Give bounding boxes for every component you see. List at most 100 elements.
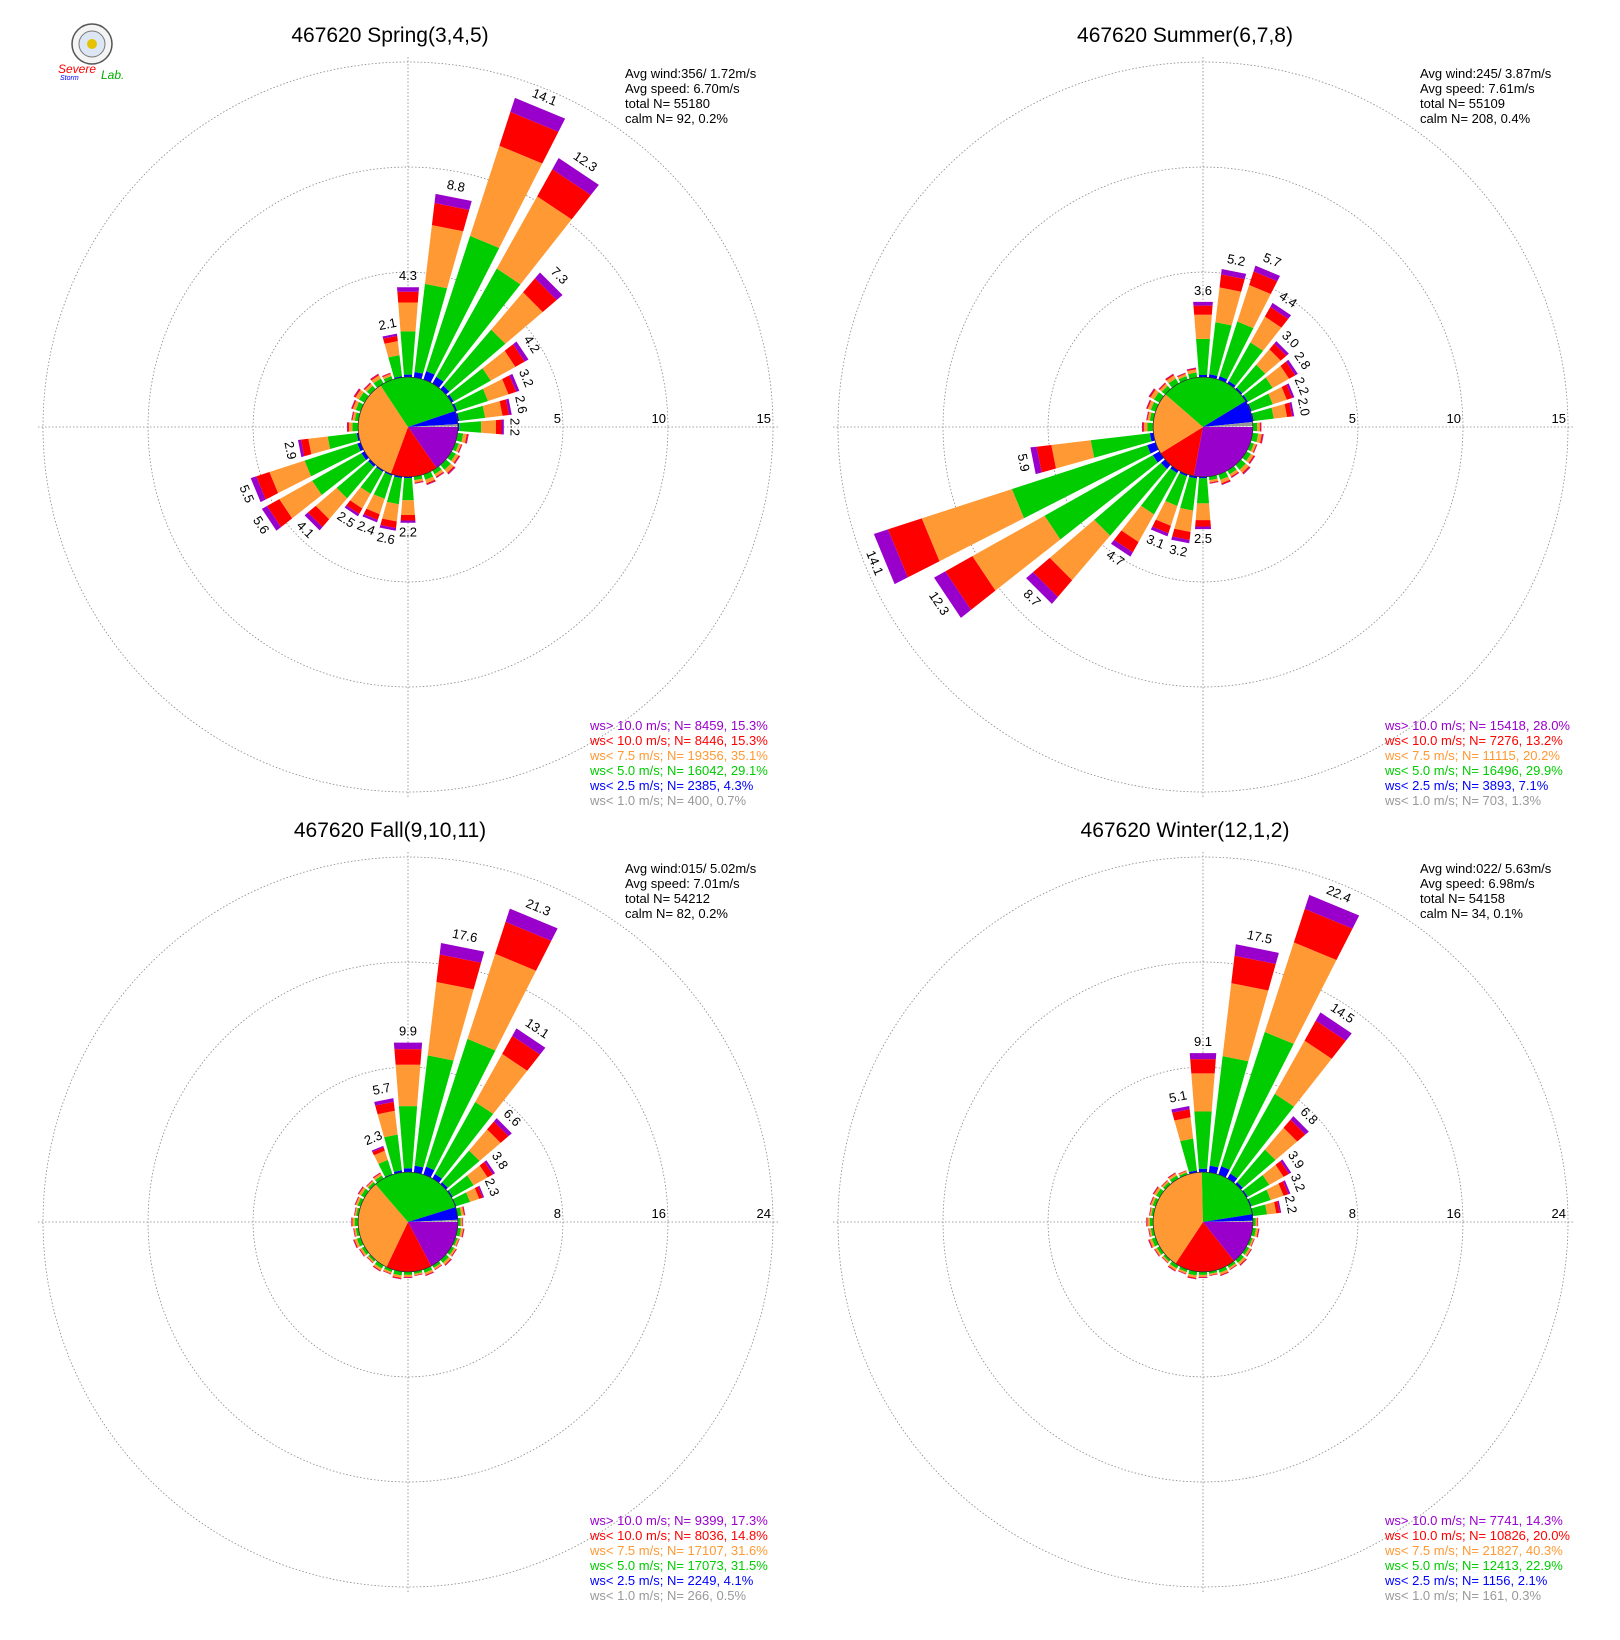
bar-segment — [370, 373, 379, 380]
bar-segment — [1209, 1273, 1218, 1276]
bar-segment — [1149, 1207, 1153, 1216]
bar-segment — [1209, 1056, 1249, 1168]
bar-segment — [440, 1254, 449, 1263]
bar-segment — [1278, 1181, 1289, 1196]
bar-segment — [452, 1237, 458, 1246]
bar-segment — [351, 1217, 353, 1227]
bar-segment — [454, 456, 461, 465]
grid-ring — [942, 961, 1464, 1483]
stat-line: Avg wind:015/ 5.02m/s — [625, 861, 757, 876]
bar-segment — [1187, 1273, 1197, 1279]
bar-segment — [1269, 343, 1287, 361]
ring-label: 10 — [1446, 411, 1460, 426]
bar-segment — [1219, 321, 1254, 380]
bar-segment — [359, 1247, 367, 1257]
bar-segment — [1149, 1217, 1154, 1227]
bar-segment — [1152, 1186, 1159, 1195]
stat-line: Avg speed: 6.98m/s — [1420, 876, 1535, 891]
bar-segment — [424, 225, 464, 289]
bar-segment — [451, 453, 459, 464]
legend-entry: ws< 10.0 m/s; N= 10826, 20.0% — [1384, 1528, 1570, 1543]
bar-segment — [1246, 1249, 1252, 1257]
bar-segment — [353, 1228, 356, 1238]
bar-segment — [354, 1207, 357, 1216]
bar-segment — [392, 1277, 402, 1280]
bar-segment — [366, 385, 376, 395]
ring-label: 8 — [554, 1206, 561, 1221]
calm-pie-slice — [408, 1219, 458, 1222]
bar-segment — [1247, 442, 1255, 452]
bar-segment — [356, 432, 360, 442]
bar-segment — [1237, 285, 1271, 329]
bar-segment — [1229, 469, 1239, 477]
bar-segment — [1167, 1172, 1176, 1178]
bar-segment — [382, 333, 398, 339]
bar-segment — [355, 389, 364, 400]
bar-segment — [1246, 1248, 1252, 1257]
bar-segment — [1243, 377, 1273, 402]
bar-segment — [1148, 1239, 1152, 1249]
bar-segment — [269, 460, 312, 494]
calm-pie-outline — [1152, 1171, 1254, 1273]
bar-segment — [423, 1266, 433, 1273]
bar-segment — [1198, 1274, 1208, 1277]
bar-segment — [1140, 468, 1178, 515]
bar-segment — [1247, 1237, 1253, 1246]
bar-segment — [367, 1255, 375, 1263]
calm-pie-slice — [408, 424, 458, 427]
bar-segment — [1271, 403, 1288, 419]
bar-segment — [1304, 1020, 1346, 1059]
bar-segment — [425, 1272, 434, 1277]
bar-segment — [1218, 1266, 1228, 1273]
bar-segment — [383, 1270, 392, 1275]
bar-segment — [357, 1197, 364, 1207]
bar-segment — [482, 401, 503, 418]
bar-segment — [1250, 316, 1282, 351]
legend-entry: ws< 5.0 m/s; N= 17073, 31.5% — [589, 1558, 768, 1573]
bar-segment — [491, 292, 543, 344]
calm-pie-slice — [1203, 1214, 1253, 1222]
bar-segment — [432, 1261, 441, 1268]
bar-segment — [400, 514, 416, 521]
bar-segment — [373, 378, 384, 388]
bar-segment — [1030, 446, 1042, 475]
bar-segment — [346, 500, 363, 515]
bar-segment — [459, 1228, 464, 1238]
calm-pie-slice — [408, 410, 458, 427]
bar-segment — [423, 1166, 435, 1178]
bar-segment — [1152, 1197, 1159, 1207]
panel-title: 467620 Spring(3,4,5) — [291, 24, 488, 47]
bar-segment — [403, 1271, 413, 1275]
bar-segment — [1044, 455, 1158, 540]
bar-segment — [1169, 1175, 1179, 1183]
bar-segment — [448, 1175, 474, 1197]
ring-label: 16 — [651, 1206, 665, 1221]
bar-segment — [382, 372, 391, 377]
bar-segment — [459, 1206, 465, 1216]
bar-segment — [499, 399, 510, 416]
bar-segment — [403, 1168, 413, 1173]
bar-segment — [354, 1196, 359, 1205]
bar-segment — [455, 443, 462, 453]
calm-pie-slice — [1203, 401, 1253, 427]
bar-segment — [1256, 349, 1281, 374]
bar-segment — [1252, 444, 1258, 453]
bar-segment — [373, 472, 393, 499]
bar-segment — [1257, 422, 1260, 432]
bar-segment — [1198, 375, 1208, 378]
bar-segment — [401, 500, 415, 515]
bar-segment — [484, 1160, 496, 1175]
bar-segment — [1256, 433, 1262, 444]
bar-segment — [451, 1249, 457, 1257]
bar-segment — [353, 1239, 357, 1249]
bar-segment — [1257, 1228, 1260, 1238]
bar-segment — [327, 433, 359, 449]
bar-segment — [887, 518, 940, 578]
grid-ring — [252, 1066, 564, 1378]
bar-segment — [382, 1271, 391, 1275]
bar-segment — [1235, 459, 1246, 470]
bar-label: 2.2 — [508, 418, 523, 436]
bar-segment — [1187, 369, 1197, 375]
bar-segment — [444, 1258, 452, 1266]
